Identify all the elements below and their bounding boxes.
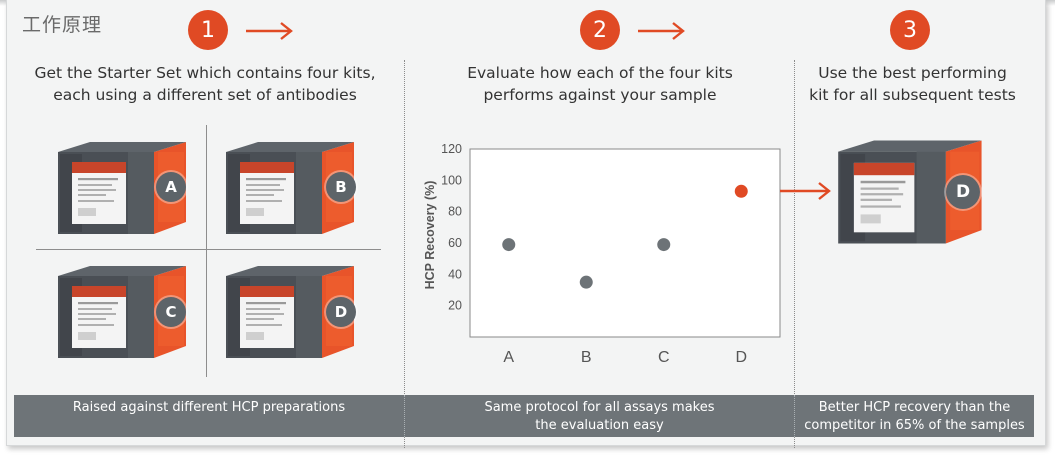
step-3-text-line2: kit for all subsequent tests (809, 86, 1016, 104)
kit-label-c: C (156, 297, 186, 327)
quadrant-line-horizontal (36, 249, 381, 251)
y-tick-label: 60 (448, 236, 462, 250)
step-2-text-line2: performs against your sample (483, 86, 717, 104)
y-tick-label: 20 (448, 299, 462, 313)
footer-bar (14, 395, 1034, 437)
quadrant-line-vertical (206, 125, 208, 377)
data-point-c (657, 238, 671, 252)
footer-text-1: Raised against different HCP preparation… (14, 397, 404, 437)
footer-text-2: Same protocol for all assays makes the e… (405, 397, 794, 437)
footer-divider-2 (794, 395, 795, 437)
step-1-text: Get the Starter Set which contains four … (20, 62, 390, 106)
step-2-arrow-icon (638, 22, 685, 40)
footer-text-3-line2: competitor in 65% of the samples (804, 418, 1025, 433)
chart-y-axis-label: HCP Recovery (%) (423, 181, 437, 290)
kit-label-b: B (326, 172, 356, 202)
chart-points (502, 184, 748, 289)
footer-text-2-line1: Same protocol for all assays makes (484, 400, 715, 415)
footer-text-3: Better HCP recovery than the competitor … (795, 397, 1034, 437)
data-point-d (734, 184, 748, 198)
step-2-text: Evaluate how each of the four kits perfo… (420, 62, 780, 106)
step-3-text-line1: Use the best performing (818, 64, 1007, 82)
x-tick-label-a: A (503, 349, 514, 366)
kit-label-selected: D (946, 175, 980, 209)
step-1-badge: 1 (188, 10, 228, 50)
step-2-badge: 2 (580, 10, 620, 50)
step-2-text-line1: Evaluate how each of the four kits (467, 64, 733, 82)
x-tick-label-d: D (735, 349, 747, 366)
footer-divider-1 (404, 395, 405, 437)
y-tick-label: 100 (441, 173, 462, 187)
footer-text-2-line2: the evaluation easy (535, 418, 664, 433)
footer-text-3-line1: Better HCP recovery than the (818, 400, 1011, 415)
step-1-text-line2: each using a different set of antibodies (53, 86, 357, 104)
step-1-arrow-icon (246, 22, 293, 40)
chart-axes (469, 148, 781, 338)
kit-label-d: D (326, 297, 356, 327)
plot-frame (469, 148, 781, 338)
page-title: 工作原理 (22, 14, 103, 36)
recovery-chart: 20 40 60 80 100 120 A B C D HCP Recovery (%) (423, 142, 781, 366)
chart-y-ticks: 20 40 60 80 100 120 (441, 142, 462, 313)
y-tick-label: 40 (448, 267, 462, 281)
y-tick-label: 120 (441, 142, 462, 156)
step-3-badge: 3 (890, 10, 930, 50)
y-tick-label: 80 (448, 205, 462, 219)
kit-label-a: A (156, 172, 186, 202)
step-1-text-line1: Get the Starter Set which contains four … (34, 64, 376, 82)
column-divider-1 (404, 60, 405, 448)
data-point-a (502, 238, 516, 252)
step-3-text: Use the best performing kit for all subs… (800, 62, 1025, 106)
x-tick-label-b: B (581, 349, 592, 366)
data-point-b (579, 275, 593, 289)
column-divider-2 (794, 60, 795, 448)
x-tick-label-c: C (658, 349, 670, 366)
chart-x-ticks: A B C D (503, 349, 747, 366)
footer-text-1-line: Raised against different HCP preparation… (72, 400, 346, 415)
result-arrow-icon (780, 182, 831, 200)
